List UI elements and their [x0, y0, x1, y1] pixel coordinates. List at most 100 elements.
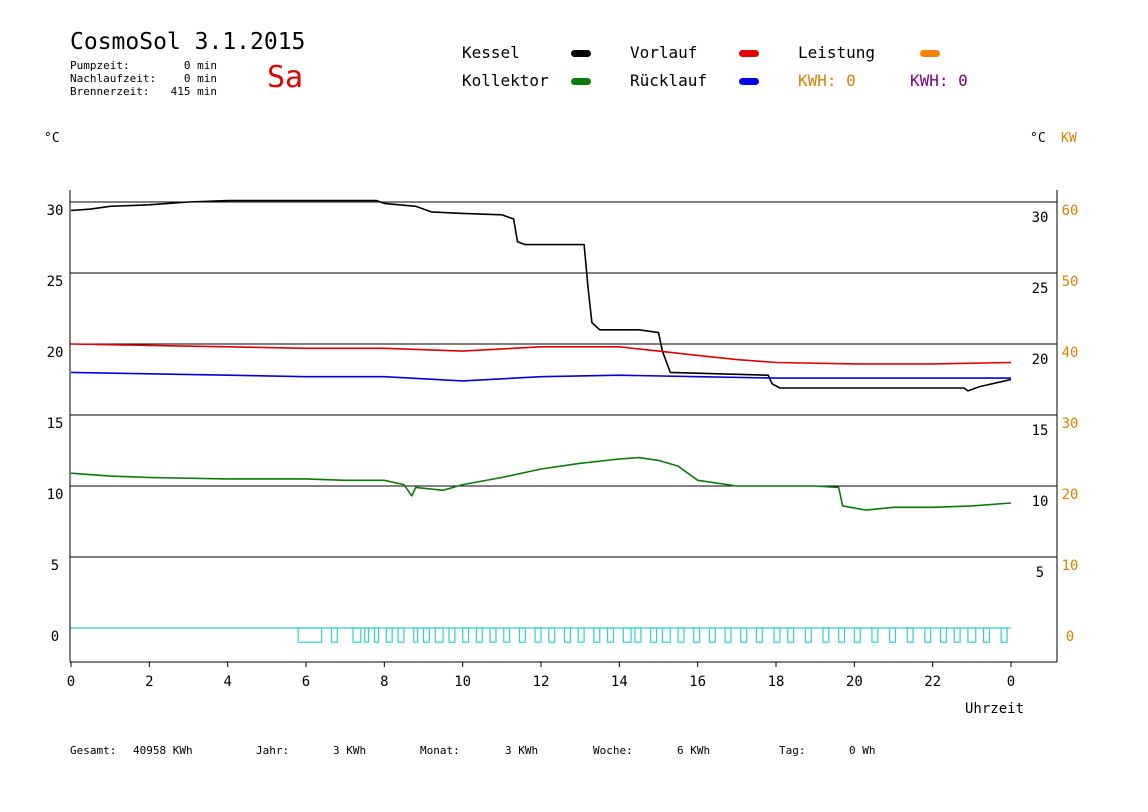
- pump-pulse-46: [1000, 627, 1008, 643]
- legend-swatch-ruecklauf: [739, 78, 759, 85]
- x-tick-label-4: 8: [380, 674, 388, 690]
- y-right-tick-label-20: 20: [1032, 352, 1049, 368]
- x-tick-label-10: 20: [846, 674, 863, 690]
- series-line-rcklauf: [70, 371, 1011, 382]
- pump-pulse-35: [822, 627, 830, 643]
- pump-pulse-3: [364, 627, 370, 643]
- legend-label-kessel: Kessel: [462, 43, 520, 62]
- tick-labels: 0 2 4 6 8 10 12 14 16 18 20 22 030252015105030252015…: [47, 203, 1079, 690]
- pump-pulse-37: [853, 627, 861, 643]
- footer-tag-label: Tag:: [779, 744, 806, 757]
- info-value-nachlaufzeit: 0 min: [183, 72, 217, 85]
- pump-pulse-20: [593, 627, 601, 643]
- right-axis-unit: °C: [1030, 131, 1046, 146]
- y-right-tick-label-30: 30: [1032, 210, 1049, 226]
- series-line-kessel: [70, 199, 1012, 392]
- pump-pulse-16: [534, 627, 542, 643]
- pump-pulse-21: [606, 627, 615, 643]
- legend-kwh-purple: KWH: 0: [910, 71, 968, 90]
- pump-pulse-36: [838, 627, 846, 643]
- y-left-tick-label-30: 30: [47, 203, 64, 219]
- x-tick-label-8: 16: [689, 674, 706, 690]
- y-left-tick-label-0: 0: [51, 629, 59, 645]
- y-left-tick-label-15: 15: [47, 416, 64, 432]
- pump-pulse-15: [518, 627, 526, 643]
- pump-pulse-9: [434, 627, 444, 643]
- pump-pulse-33: [787, 627, 795, 643]
- pump-pulse-43: [953, 627, 961, 643]
- footer-gesamt-value: 40958 KWh: [133, 744, 193, 757]
- x-tick-label-11: 22: [924, 674, 941, 690]
- pump-pulse-10: [448, 627, 456, 643]
- legend-kwh-orange: KWH: 0: [798, 71, 856, 90]
- pump-pulse-4: [373, 627, 380, 643]
- pump-pulse-29: [724, 627, 732, 643]
- pump-pulse-6: [397, 627, 405, 643]
- info-value-pumpzeit: 0 min: [183, 59, 217, 72]
- y-right-tick-label-15: 15: [1032, 423, 1049, 439]
- pump-pulse-31: [755, 627, 763, 643]
- y-kw-tick-label-10: 10: [1062, 558, 1079, 574]
- pump-pulse-25: [661, 627, 671, 643]
- pump-pulse-32: [773, 627, 781, 643]
- pump-pulse-8: [422, 627, 430, 643]
- footer-monat-label: Monat:: [420, 744, 460, 757]
- x-tick-label-9: 18: [768, 674, 785, 690]
- y-kw-tick-label-0: 0: [1066, 629, 1074, 645]
- chart-title: CosmoSol 3.1.2015: [70, 29, 306, 55]
- legend-label-vorlauf: Vorlauf: [630, 43, 698, 62]
- pump-pulse-7: [413, 627, 419, 643]
- pump-pulse-38: [871, 627, 879, 643]
- pump-pulse-26: [677, 627, 685, 643]
- footer-jahr-value: 3 KWh: [333, 744, 367, 757]
- pump-pulse-41: [924, 627, 932, 643]
- x-tick-label-3: 6: [302, 674, 310, 690]
- x-tick-label-0: 0: [67, 674, 75, 690]
- pump-pulse-12: [475, 627, 483, 643]
- series-line-vorlauf: [70, 343, 1012, 365]
- axes-frame: [69, 190, 1058, 667]
- y-kw-tick-label-20: 20: [1062, 487, 1079, 503]
- footer-jahr-label: Jahr:: [256, 744, 290, 757]
- series-lines: [70, 199, 1012, 643]
- pump-pulse-45: [982, 627, 991, 643]
- pump-pulse-11: [462, 627, 470, 643]
- x-tick-label-7: 14: [611, 674, 628, 690]
- pump-pulse-14: [503, 627, 511, 643]
- legend-swatch-leistung: [920, 50, 940, 57]
- y-left-tick-label-20: 20: [47, 345, 64, 361]
- y-left-tick-label-10: 10: [47, 487, 64, 503]
- pump-pulse-42: [939, 627, 947, 643]
- pump-pulse-24: [650, 627, 658, 643]
- gridlines: [70, 201, 1057, 558]
- pump-pulse-17: [548, 627, 556, 643]
- info-label-pumpzeit: Pumpzeit:: [70, 59, 130, 72]
- y-right-tick-label-5: 5: [1036, 565, 1044, 581]
- pump-pulse-2: [352, 627, 362, 643]
- series-line-kollektor: [70, 456, 1012, 511]
- y-right-tick-label-25: 25: [1032, 281, 1049, 297]
- y-kw-tick-label-30: 30: [1062, 416, 1079, 432]
- x-tick-label-1: 2: [145, 674, 153, 690]
- left-axis-unit: °C: [44, 131, 60, 146]
- legend-swatch-kessel: [571, 50, 591, 57]
- x-tick-label-2: 4: [223, 674, 231, 690]
- y-left-tick-label-25: 25: [47, 274, 64, 290]
- pump-pulse-19: [577, 627, 585, 643]
- pump-pulse-5: [385, 627, 393, 643]
- pump-pulse-28: [708, 627, 716, 643]
- footer-monat-value: 3 KWh: [505, 744, 539, 757]
- pump-pulse-39: [888, 627, 897, 643]
- x-tick-label-12: 0: [1007, 674, 1015, 690]
- pump-pulse-0: [297, 627, 323, 643]
- footer-tag-value: 0 Wh: [849, 744, 876, 757]
- x-axis-label: Uhrzeit: [965, 701, 1025, 717]
- pump-pulse-27: [693, 627, 701, 643]
- pump-pulse-40: [906, 627, 914, 643]
- legend-swatch-vorlauf: [739, 50, 759, 57]
- legend-swatch-kollektor: [571, 78, 591, 85]
- pump-pulse-30: [740, 627, 748, 643]
- pump-pulse-23: [634, 627, 642, 643]
- y-right-tick-label-10: 10: [1032, 494, 1049, 510]
